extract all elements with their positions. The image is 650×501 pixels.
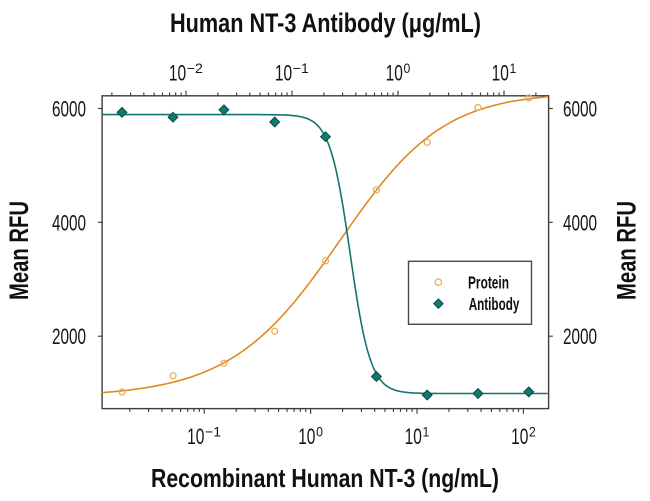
svg-text:1: 1 [510,60,517,76]
svg-text:Mean RFU: Mean RFU [4,201,34,300]
svg-text:6000: 6000 [563,97,597,122]
svg-text:10: 10 [492,61,509,86]
svg-text:−2: −2 [187,60,203,76]
svg-text:10: 10 [405,424,422,449]
svg-text:1: 1 [423,424,430,440]
svg-text:10: 10 [187,424,204,449]
svg-text:2000: 2000 [52,324,86,349]
svg-text:0: 0 [316,424,323,440]
svg-text:4000: 4000 [563,210,597,235]
svg-text:2000: 2000 [563,324,597,349]
svg-text:6000: 6000 [52,97,86,122]
svg-text:10: 10 [275,61,292,86]
svg-text:4000: 4000 [52,210,86,235]
svg-text:−1: −1 [293,60,309,76]
svg-text:10: 10 [386,61,403,86]
svg-text:Mean RFU: Mean RFU [612,201,642,300]
svg-text:−1: −1 [205,424,221,440]
svg-text:Antibody: Antibody [469,294,520,314]
svg-text:0: 0 [404,60,411,76]
svg-text:Protein: Protein [468,272,509,292]
svg-text:Recombinant Human NT-3 (ng/mL): Recombinant Human NT-3 (ng/mL) [151,463,499,493]
svg-text:10: 10 [511,424,528,449]
svg-text:10: 10 [169,61,186,86]
svg-text:Human NT-3 Antibody (μg/mL): Human NT-3 Antibody (μg/mL) [170,8,481,38]
svg-text:2: 2 [529,424,536,440]
svg-text:10: 10 [298,424,315,449]
